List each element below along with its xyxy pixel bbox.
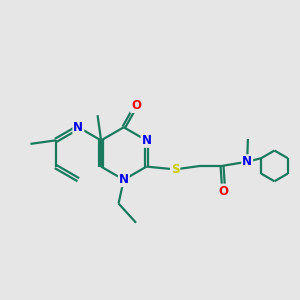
Text: N: N xyxy=(142,134,152,147)
Text: O: O xyxy=(219,184,229,198)
Text: N: N xyxy=(74,121,83,134)
Text: S: S xyxy=(171,163,179,176)
Text: O: O xyxy=(131,99,141,112)
Text: N: N xyxy=(119,173,129,186)
Text: N: N xyxy=(242,155,252,168)
